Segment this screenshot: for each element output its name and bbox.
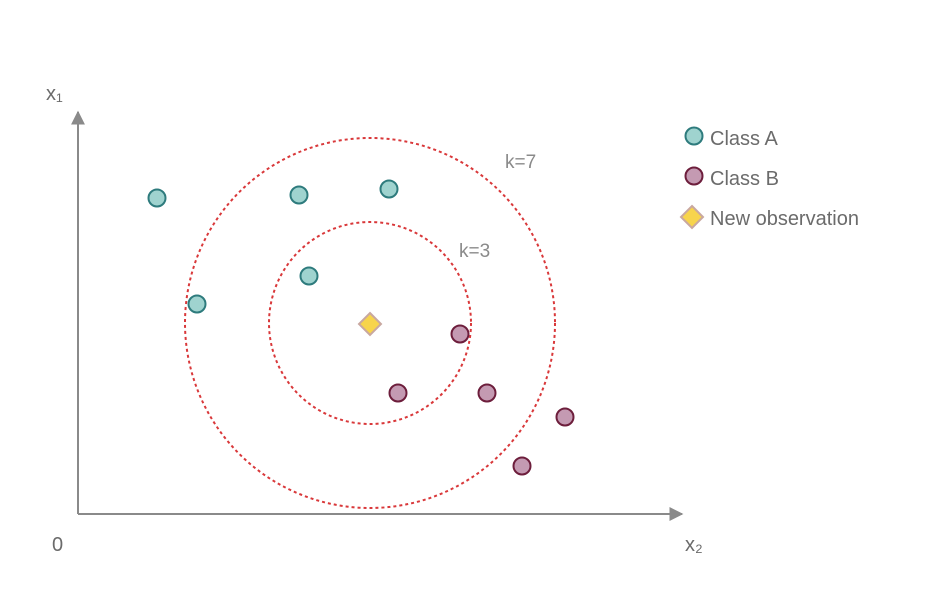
class-a-point bbox=[289, 185, 309, 205]
class-b-point bbox=[477, 383, 497, 403]
legend-new-observation-label: New observation bbox=[710, 208, 859, 230]
origin-label: 0 bbox=[52, 534, 63, 556]
class-b-point bbox=[450, 324, 470, 344]
legend: Class A Class B New observation bbox=[679, 126, 859, 230]
k7-label: k=7 bbox=[505, 152, 536, 173]
k7-circle bbox=[184, 137, 556, 509]
class-b-point bbox=[555, 407, 575, 427]
k3-circle bbox=[268, 221, 472, 425]
legend-class-b-icon bbox=[684, 166, 704, 186]
new-observation-marker bbox=[357, 311, 383, 337]
k3-label: k=3 bbox=[459, 241, 490, 262]
class-a-point bbox=[379, 179, 399, 199]
legend-class-a-icon bbox=[684, 126, 704, 146]
class-a-points bbox=[147, 179, 399, 314]
x-axis-label: x₂ bbox=[685, 534, 703, 556]
class-b-points bbox=[388, 324, 575, 476]
legend-new-observation-icon bbox=[679, 204, 705, 230]
legend-class-b-label: Class B bbox=[710, 168, 779, 190]
y-axis-label: x₁ bbox=[46, 83, 63, 105]
class-b-point bbox=[512, 456, 532, 476]
class-a-point bbox=[299, 266, 319, 286]
class-b-point bbox=[388, 383, 408, 403]
legend-class-a-label: Class A bbox=[710, 128, 778, 150]
class-a-point bbox=[187, 294, 207, 314]
class-a-point bbox=[147, 188, 167, 208]
